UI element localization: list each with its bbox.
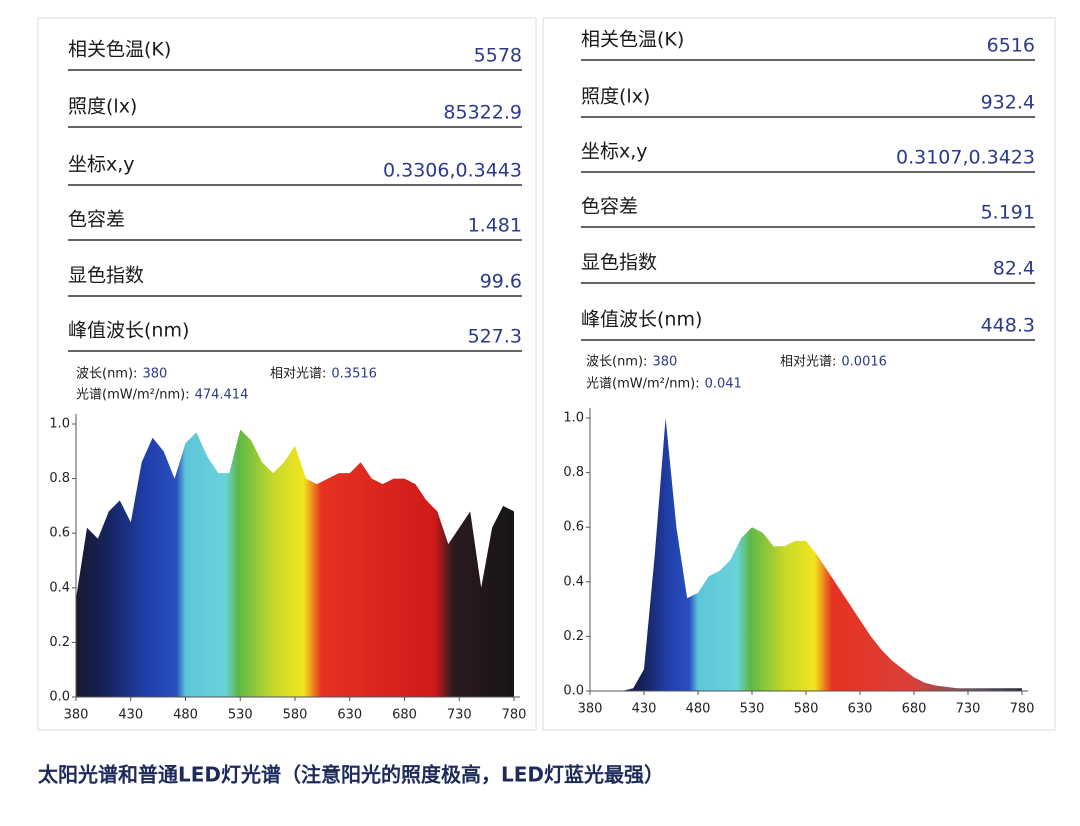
y-tick-label: 0.4 — [49, 580, 70, 595]
readout-label: 光谱(mW/m²/nm): — [76, 388, 190, 403]
x-tick-label: 480 — [686, 702, 711, 717]
x-tick-label: 530 — [740, 702, 765, 717]
y-tick-label: 0.2 — [563, 629, 584, 644]
readout-label: 相对光谱: — [780, 355, 836, 370]
measure-label: 显色指数 — [581, 252, 657, 274]
x-tick-label: 780 — [502, 708, 527, 723]
readout-label: 相对光谱: — [270, 367, 326, 382]
x-tick-label: 430 — [632, 702, 657, 717]
measure-label: 峰值波长(nm) — [68, 320, 189, 342]
measure-value: 932.4 — [981, 92, 1035, 114]
x-tick-label: 730 — [956, 702, 981, 717]
x-tick-label: 780 — [1010, 702, 1035, 717]
x-tick-label: 730 — [447, 708, 472, 723]
measure-label: 照度(lx) — [68, 96, 137, 118]
measure-label: 相关色温(K) — [581, 29, 684, 51]
x-tick-label: 630 — [848, 702, 873, 717]
measure-label: 显色指数 — [68, 265, 144, 287]
measure-value: 1.481 — [468, 215, 522, 237]
readout-label: 波长(nm): — [586, 355, 647, 370]
readout-label: 光谱(mW/m²/nm): — [586, 377, 700, 392]
measure-value: 99.6 — [480, 271, 522, 293]
measure-label: 坐标x,y — [581, 141, 648, 163]
measure-value: 448.3 — [981, 315, 1035, 337]
readout-value: 474.414 — [195, 388, 249, 403]
x-tick-label: 630 — [337, 708, 362, 723]
measure-label: 相关色温(K) — [68, 39, 171, 61]
measure-value: 5578 — [474, 45, 522, 67]
measure-value: 6516 — [987, 35, 1035, 57]
measure-label: 峰值波长(nm) — [581, 309, 702, 331]
x-tick-label: 680 — [902, 702, 927, 717]
measure-label: 坐标x,y — [68, 154, 135, 176]
measure-value: 5.191 — [981, 202, 1035, 224]
y-tick-label: 0.0 — [563, 684, 584, 699]
x-tick-label: 530 — [228, 708, 253, 723]
y-tick-label: 1.0 — [563, 411, 584, 426]
measure-value: 0.3107,0.3423 — [896, 147, 1035, 169]
y-tick-label: 0.2 — [49, 635, 70, 650]
readout-value: 0.3516 — [331, 367, 377, 382]
x-tick-label: 380 — [64, 708, 89, 723]
measure-label: 色容差 — [68, 209, 125, 231]
x-tick-label: 680 — [392, 708, 417, 723]
measure-value: 82.4 — [993, 258, 1035, 280]
y-tick-label: 0.6 — [49, 526, 70, 541]
measure-value: 85322.9 — [443, 102, 522, 124]
y-tick-label: 0.0 — [49, 690, 70, 705]
y-tick-label: 0.8 — [563, 465, 584, 480]
x-tick-label: 480 — [173, 708, 198, 723]
panel-frame — [37, 17, 537, 731]
spectrum-area — [76, 429, 514, 697]
panel-frame — [542, 17, 1056, 731]
x-tick-label: 580 — [283, 708, 308, 723]
measure-value: 527.3 — [468, 326, 522, 348]
y-tick-label: 0.4 — [563, 574, 584, 589]
y-tick-label: 0.8 — [49, 471, 70, 486]
readout-value: 380 — [652, 355, 677, 370]
spectrum-area — [590, 418, 1022, 691]
measure-value: 0.3306,0.3443 — [383, 160, 522, 182]
x-tick-label: 580 — [794, 702, 819, 717]
readout-value: 380 — [142, 367, 167, 382]
y-tick-label: 1.0 — [49, 417, 70, 432]
measure-label: 照度(lx) — [581, 86, 650, 108]
y-tick-label: 0.6 — [563, 520, 584, 535]
readout-label: 波长(nm): — [76, 367, 137, 382]
measure-label: 色容差 — [581, 196, 638, 218]
x-tick-label: 380 — [578, 702, 603, 717]
readout-value: 0.0016 — [841, 355, 887, 370]
caption: 太阳光谱和普通LED灯光谱（注意阳光的照度极高，LED灯蓝光最强） — [38, 763, 664, 787]
x-tick-label: 430 — [118, 708, 143, 723]
readout-value: 0.041 — [705, 377, 742, 392]
